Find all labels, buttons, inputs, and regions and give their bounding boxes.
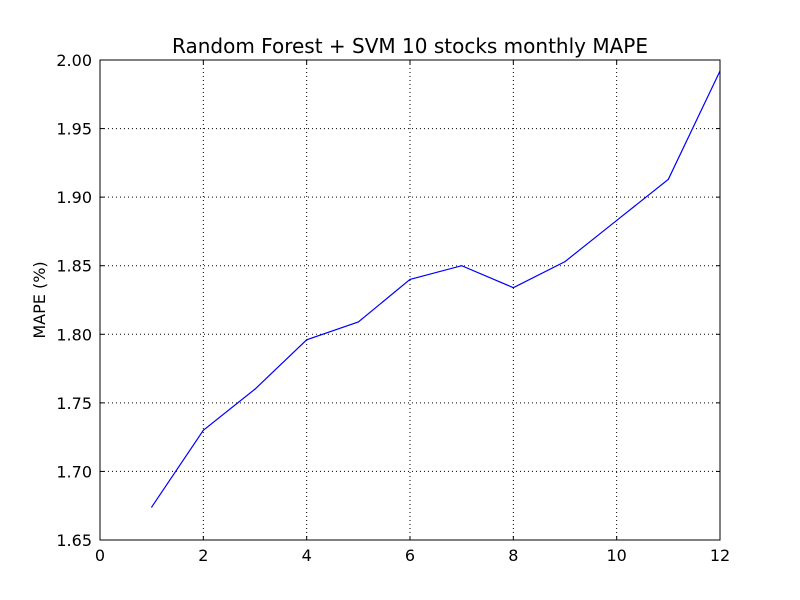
data-point (202, 429, 204, 431)
ticks: 0 2 4 6 8 10 12 1.65 1.70 1.75 1.80 1.85 1.90 1.95 2.0… (56, 51, 730, 565)
data-point (151, 506, 153, 508)
x-tick-label: 0 (95, 546, 105, 565)
y-tick-label: 1.75 (56, 394, 92, 413)
data-point (306, 339, 308, 341)
chart-title: Random Forest + SVM 10 stocks monthly MA… (172, 34, 648, 58)
x-tick-label: 12 (710, 546, 730, 565)
plot-frame (99, 59, 721, 541)
data-point (512, 287, 514, 289)
data-point (254, 388, 256, 390)
grid (100, 60, 720, 540)
y-tick-label: 2.00 (56, 51, 92, 70)
data-point (564, 261, 566, 263)
y-tick-label: 1.70 (56, 462, 92, 481)
y-axis-label: MAPE (%) (30, 261, 49, 338)
x-tick-label: 8 (508, 546, 518, 565)
y-tick-label: 1.85 (56, 257, 92, 276)
series-layer (151, 70, 721, 508)
y-tick-label: 1.65 (56, 531, 92, 550)
x-tick-label: 2 (198, 546, 208, 565)
data-point (667, 178, 669, 180)
data-point (357, 321, 359, 323)
x-tick-label: 4 (302, 546, 312, 565)
x-tick-label: 6 (405, 546, 415, 565)
data-point (461, 265, 463, 267)
y-tick-label: 1.80 (56, 325, 92, 344)
data-point (616, 219, 618, 222)
x-tick-label: 10 (606, 546, 626, 565)
data-point (409, 278, 411, 281)
y-tick-label: 1.95 (56, 120, 92, 139)
series-line (151, 70, 721, 508)
y-tick-label: 1.90 (56, 188, 92, 207)
